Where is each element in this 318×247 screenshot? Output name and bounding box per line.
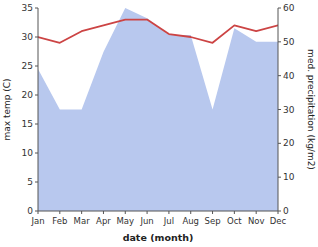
y2-tick-label: 0 bbox=[283, 206, 289, 216]
y2-tick-label: 20 bbox=[283, 138, 295, 148]
x-tick-label: Oct bbox=[227, 216, 242, 226]
x-tick bbox=[38, 211, 39, 214]
y2-tick-label: 40 bbox=[283, 71, 295, 81]
y2-tick bbox=[278, 109, 281, 110]
x-tick-label: Mar bbox=[74, 216, 91, 226]
x-tick-label: Jul bbox=[163, 216, 174, 226]
x-axis-line bbox=[38, 211, 278, 212]
y-tick bbox=[35, 8, 38, 9]
x-tick-label: Aug bbox=[182, 216, 199, 226]
y-tick-label: 0 bbox=[27, 206, 33, 216]
chart: 0 5 10 15 20 25 30 35 0 10 20 30 40 50 60 Jan Feb Mar Apr M… bbox=[0, 0, 318, 247]
y2-tick bbox=[278, 75, 281, 76]
y2-tick-label: 30 bbox=[283, 105, 295, 115]
y-tick-label: 5 bbox=[27, 177, 33, 187]
x-tick bbox=[190, 211, 191, 214]
y-tick-label: 25 bbox=[22, 61, 33, 71]
plot-area bbox=[38, 8, 278, 211]
x-tick bbox=[234, 211, 235, 214]
y2-tick bbox=[278, 143, 281, 144]
y2-tick-label: 10 bbox=[283, 172, 295, 182]
y-tick bbox=[35, 153, 38, 154]
y-axis-line bbox=[38, 8, 39, 211]
x-tick-label: Jun bbox=[139, 216, 153, 226]
y-tick-label: 20 bbox=[22, 90, 34, 100]
x-tick bbox=[125, 211, 126, 214]
x-axis-label: date (month) bbox=[123, 232, 194, 243]
y-axis-label: max temp (C) bbox=[2, 78, 12, 140]
x-tick bbox=[103, 211, 104, 214]
y2-axis-label: med. precipitation (kg/m2) bbox=[306, 49, 316, 170]
x-tick bbox=[147, 211, 148, 214]
x-tick-label: Sep bbox=[205, 216, 221, 226]
x-tick bbox=[168, 211, 169, 214]
x-tick bbox=[256, 211, 257, 214]
precip-area bbox=[38, 8, 278, 211]
x-tick-label: May bbox=[116, 216, 134, 226]
x-tick bbox=[81, 211, 82, 214]
x-tick-label: Jan bbox=[30, 216, 44, 226]
y2-tick-label: 60 bbox=[283, 3, 295, 13]
x-tick-label: Nov bbox=[248, 216, 265, 226]
y-tick bbox=[35, 66, 38, 67]
y-tick-label: 15 bbox=[22, 119, 33, 129]
y-tick bbox=[35, 124, 38, 125]
y-tick bbox=[35, 37, 38, 38]
y2-tick bbox=[278, 8, 281, 9]
y-tick-label: 10 bbox=[22, 148, 34, 158]
x-tick bbox=[59, 211, 60, 214]
y-tick bbox=[35, 182, 38, 183]
y2-tick bbox=[278, 41, 281, 42]
x-tick bbox=[278, 211, 279, 214]
x-tick bbox=[212, 211, 213, 214]
y-tick-label: 35 bbox=[22, 3, 33, 13]
y2-tick-label: 50 bbox=[283, 37, 295, 47]
y-tick bbox=[35, 95, 38, 96]
x-tick-label: Dec bbox=[270, 216, 287, 226]
y-tick-label: 30 bbox=[22, 32, 34, 42]
y2-tick bbox=[278, 177, 281, 178]
x-tick-label: Apr bbox=[96, 216, 111, 226]
temp-line bbox=[38, 20, 278, 43]
x-tick-label: Feb bbox=[52, 216, 67, 226]
